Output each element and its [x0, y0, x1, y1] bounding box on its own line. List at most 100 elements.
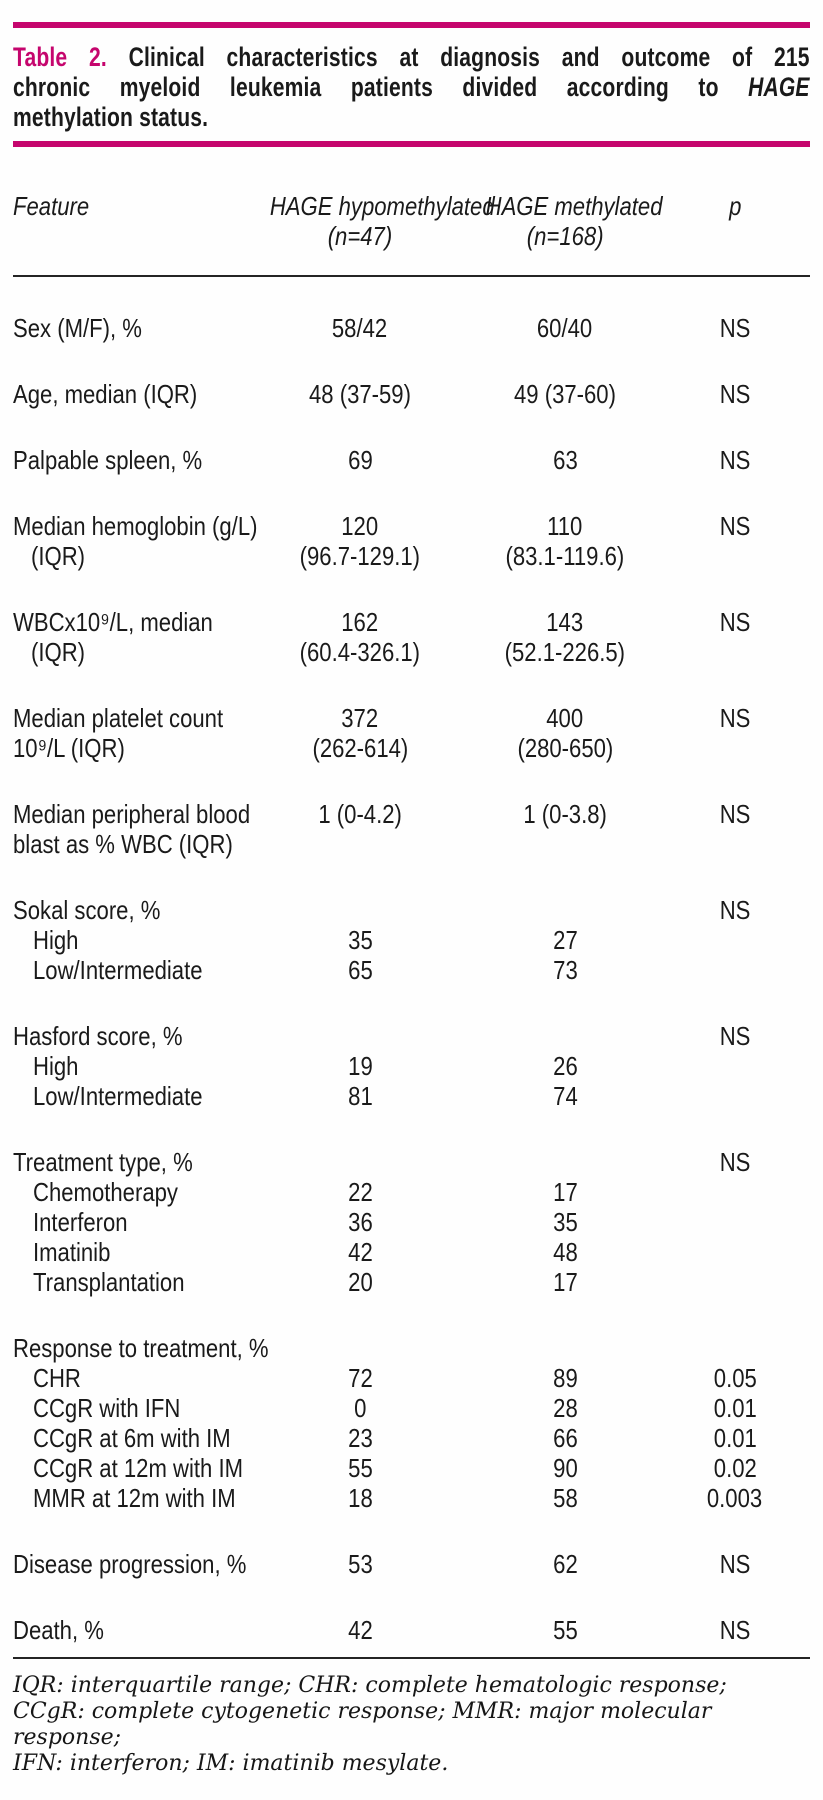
hypomethylated-value-cell-text: 0	[353, 1393, 367, 1423]
header-divider-rule	[13, 275, 810, 277]
methylated-value-cell: 28	[470, 1393, 660, 1423]
p-value-cell: NS	[660, 895, 810, 925]
hypomethylated-value-cell: 58/42	[250, 313, 470, 343]
methylated-value-cell-text: 90	[552, 1453, 578, 1483]
feature-cell: Imatinib	[13, 1237, 250, 1267]
p-value-cell: NS	[660, 1615, 810, 1645]
hypomethylated-value-cell-text: (60.4-326.1)	[299, 637, 421, 667]
methylated-value-cell: 26	[470, 1051, 660, 1081]
table-row: Hasford score, % NS	[13, 1021, 810, 1051]
table-row: Transplantation 20 17	[13, 1267, 810, 1297]
p-value-cell-text: NS	[719, 703, 751, 733]
hypomethylated-value-cell: 22	[250, 1177, 470, 1207]
hypomethylated-value-cell-text: 36	[347, 1207, 373, 1237]
hypomethylated-value-cell: 35	[250, 925, 470, 955]
methylated-value-cell	[470, 1333, 660, 1363]
p-value-cell-text: NS	[719, 1021, 751, 1051]
header-feature-label: Feature	[13, 191, 90, 221]
feature-cell: Transplantation	[13, 1267, 250, 1297]
p-value-cell: 0.05	[660, 1363, 810, 1393]
feature-cell-text: MMR at 12m with IM	[33, 1483, 236, 1513]
hypomethylated-value-cell	[250, 895, 470, 925]
feature-cell-text: Palpable spleen, %	[13, 445, 203, 475]
feature-cell-text: Median peripheral blood	[13, 799, 251, 829]
p-value-cell: NS	[660, 1021, 810, 1051]
feature-cell-text: CHR	[33, 1363, 81, 1393]
feature-cell: Median hemoglobin (g/L) (IQR)	[13, 511, 257, 571]
hypomethylated-value-cell-text: 42	[347, 1237, 373, 1267]
table-row: CCgR at 12m with IM 55 90 0.02	[13, 1453, 810, 1483]
table-row: Median hemoglobin (g/L) (IQR) 120 (96.7-129…	[13, 511, 810, 571]
methylated-value-cell-text: 74	[552, 1081, 578, 1111]
p-value-cell: NS	[660, 607, 810, 667]
p-value-cell-text: 0.05	[713, 1363, 757, 1393]
table-row: Interferon 36 35	[13, 1207, 810, 1237]
footer-divider-rule	[13, 1657, 810, 1659]
feature-cell-text: Age, median (IQR)	[13, 379, 198, 409]
hypomethylated-value-cell: 20	[250, 1267, 470, 1297]
feature-cell-text: blast as % WBC (IQR)	[13, 829, 233, 859]
hypomethylated-value-cell-text: 65	[347, 955, 373, 985]
p-value-cell: 0.003	[660, 1483, 810, 1513]
methylated-value-cell	[470, 1147, 660, 1177]
methylated-value-cell	[470, 895, 660, 925]
hypomethylated-value-cell-text: (262-614)	[312, 733, 408, 763]
feature-cell-text: Median hemoglobin (g/L)	[13, 511, 258, 541]
methylated-value-cell: 62	[470, 1549, 660, 1579]
methylated-value-cell-text: 60/40	[537, 313, 593, 343]
methylated-value-cell: 1 (0-3.8)	[470, 799, 660, 859]
methylated-value-cell-text: 27	[552, 925, 578, 955]
table-body: Sex (M/F), % 58/42 60/40 NS Age, median (IQR…	[13, 313, 810, 1645]
feature-cell-text: Treatment type, %	[13, 1147, 193, 1177]
p-value-cell: NS	[660, 799, 810, 859]
table-header-row: Feature HAGE hypomethylated (n=47) HAGE …	[13, 191, 810, 251]
p-value-cell: 0.02	[660, 1453, 810, 1483]
feature-cell-text: 10⁹/L (IQR)	[13, 733, 125, 763]
methylated-value-cell: 110 (83.1-119.6)	[470, 511, 660, 571]
table-row: Age, median (IQR) 48 (37-59) 49 (37-60) NS	[13, 379, 810, 409]
p-value-cell-text: 0.01	[713, 1423, 757, 1453]
feature-cell: Sex (M/F), %	[13, 313, 250, 343]
p-value-cell-text: NS	[719, 895, 751, 925]
hypomethylated-value-cell-text: 20	[347, 1267, 373, 1297]
feature-cell-text: (IQR)	[31, 541, 86, 571]
feature-cell: CCgR at 6m with IM	[13, 1423, 250, 1453]
hypomethylated-value-cell	[250, 1333, 470, 1363]
header-hypomethylated-label: HAGE hypomethylated	[269, 191, 495, 221]
methylated-value-cell-text: 1 (0-3.8)	[523, 799, 607, 829]
hypomethylated-value-cell-text: 18	[347, 1483, 373, 1513]
header-hypomethylated-n: (n=47)	[327, 221, 393, 251]
header-methylated-n: (n=168)	[526, 221, 604, 251]
header-p-label: p	[728, 191, 742, 221]
hypomethylated-value-cell-text: 162	[341, 607, 379, 637]
methylated-value-cell-text: 17	[552, 1177, 578, 1207]
caption-bottom-accent-rule	[13, 141, 810, 147]
table-row: Disease progression, % 53 62 NS	[13, 1549, 810, 1579]
hypomethylated-value-cell: 48 (37-59)	[250, 379, 470, 409]
feature-cell: WBCx10⁹/L, median (IQR)	[13, 607, 250, 667]
hypomethylated-value-cell-text: 19	[347, 1051, 373, 1081]
p-value-cell	[660, 1207, 810, 1237]
feature-cell: High	[13, 1051, 250, 1081]
feature-cell-text: (IQR)	[31, 637, 86, 667]
methylated-value-cell-text: 62	[552, 1549, 578, 1579]
feature-cell: Chemotherapy	[13, 1177, 250, 1207]
methylated-value-cell: 17	[470, 1267, 660, 1297]
caption-gene-name: HAGE	[748, 72, 810, 102]
methylated-value-cell: 48	[470, 1237, 660, 1267]
feature-cell: Palpable spleen, %	[13, 445, 250, 475]
caption-line-1: Table 2. Clinical characteristics at dia…	[13, 42, 810, 72]
table-row: Treatment type, % NS	[13, 1147, 810, 1177]
header-p-cell: p	[660, 191, 810, 251]
methylated-value-cell: 89	[470, 1363, 660, 1393]
p-value-cell-text: 0.02	[713, 1453, 757, 1483]
hypomethylated-value-cell-text: 42	[347, 1615, 373, 1645]
feature-cell-text: High	[33, 925, 79, 955]
methylated-value-cell-text: 400	[546, 703, 584, 733]
feature-cell: CHR	[13, 1363, 250, 1393]
table-row: High 19 26	[13, 1051, 810, 1081]
hypomethylated-value-cell: 81	[250, 1081, 470, 1111]
feature-cell: MMR at 12m with IM	[13, 1483, 250, 1513]
table-row: Sex (M/F), % 58/42 60/40 NS	[13, 313, 810, 343]
